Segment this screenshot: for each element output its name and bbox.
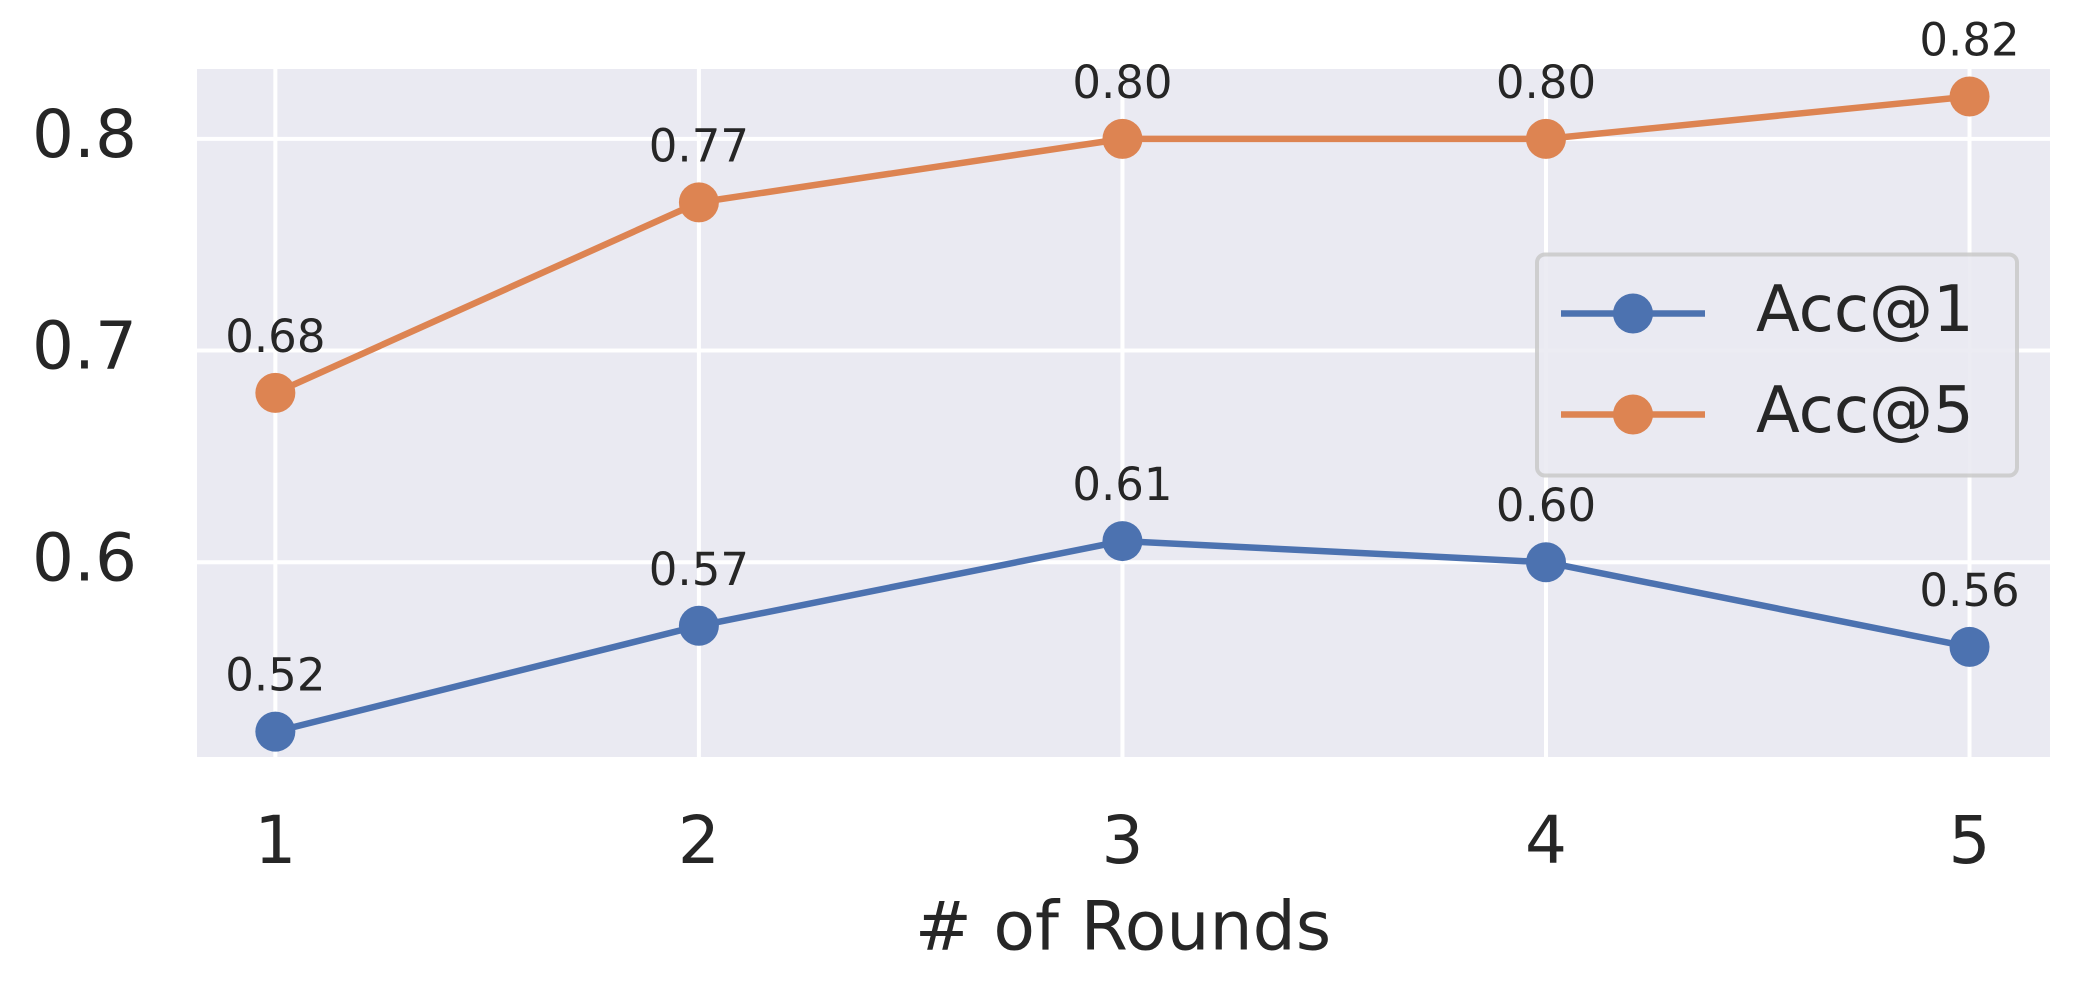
x-tick-label: 5 [1949, 802, 1991, 879]
legend-marker [1613, 394, 1653, 435]
x-tick-label: 4 [1525, 802, 1567, 879]
x-tick-label: 1 [254, 802, 296, 879]
legend-box [1535, 252, 2019, 478]
y-tick-label: 0.6 [32, 519, 137, 596]
y-tick-label: 0.7 [32, 308, 137, 385]
data-label: 0.68 [225, 310, 325, 363]
data-label: 0.77 [649, 119, 749, 172]
data-point [255, 711, 296, 752]
data-point [1102, 521, 1143, 562]
data-point [678, 182, 719, 223]
data-point [1525, 542, 1566, 583]
legend-label: Acc@5 [1756, 374, 1974, 448]
legend-marker [1613, 293, 1653, 334]
x-tick-label: 2 [678, 802, 720, 879]
data-point [1525, 118, 1566, 159]
y-tick-label: 0.8 [32, 96, 137, 173]
data-point [1102, 118, 1143, 159]
data-point [255, 372, 296, 413]
x-tick-label: 3 [1101, 802, 1143, 879]
legend-label: Acc@1 [1756, 273, 1974, 347]
data-label: 0.82 [1919, 14, 2019, 67]
data-point [1949, 76, 1990, 117]
data-label: 0.56 [1919, 564, 2019, 617]
data-label: 0.60 [1496, 479, 1596, 532]
data-label: 0.80 [1496, 56, 1596, 109]
data-point [678, 605, 719, 646]
x-axis-label: # of Rounds [915, 888, 1331, 967]
data-point [1949, 626, 1990, 667]
data-label: 0.80 [1072, 56, 1172, 109]
data-label: 0.61 [1072, 458, 1172, 511]
data-label: 0.57 [649, 543, 749, 596]
data-label: 0.52 [225, 649, 325, 702]
